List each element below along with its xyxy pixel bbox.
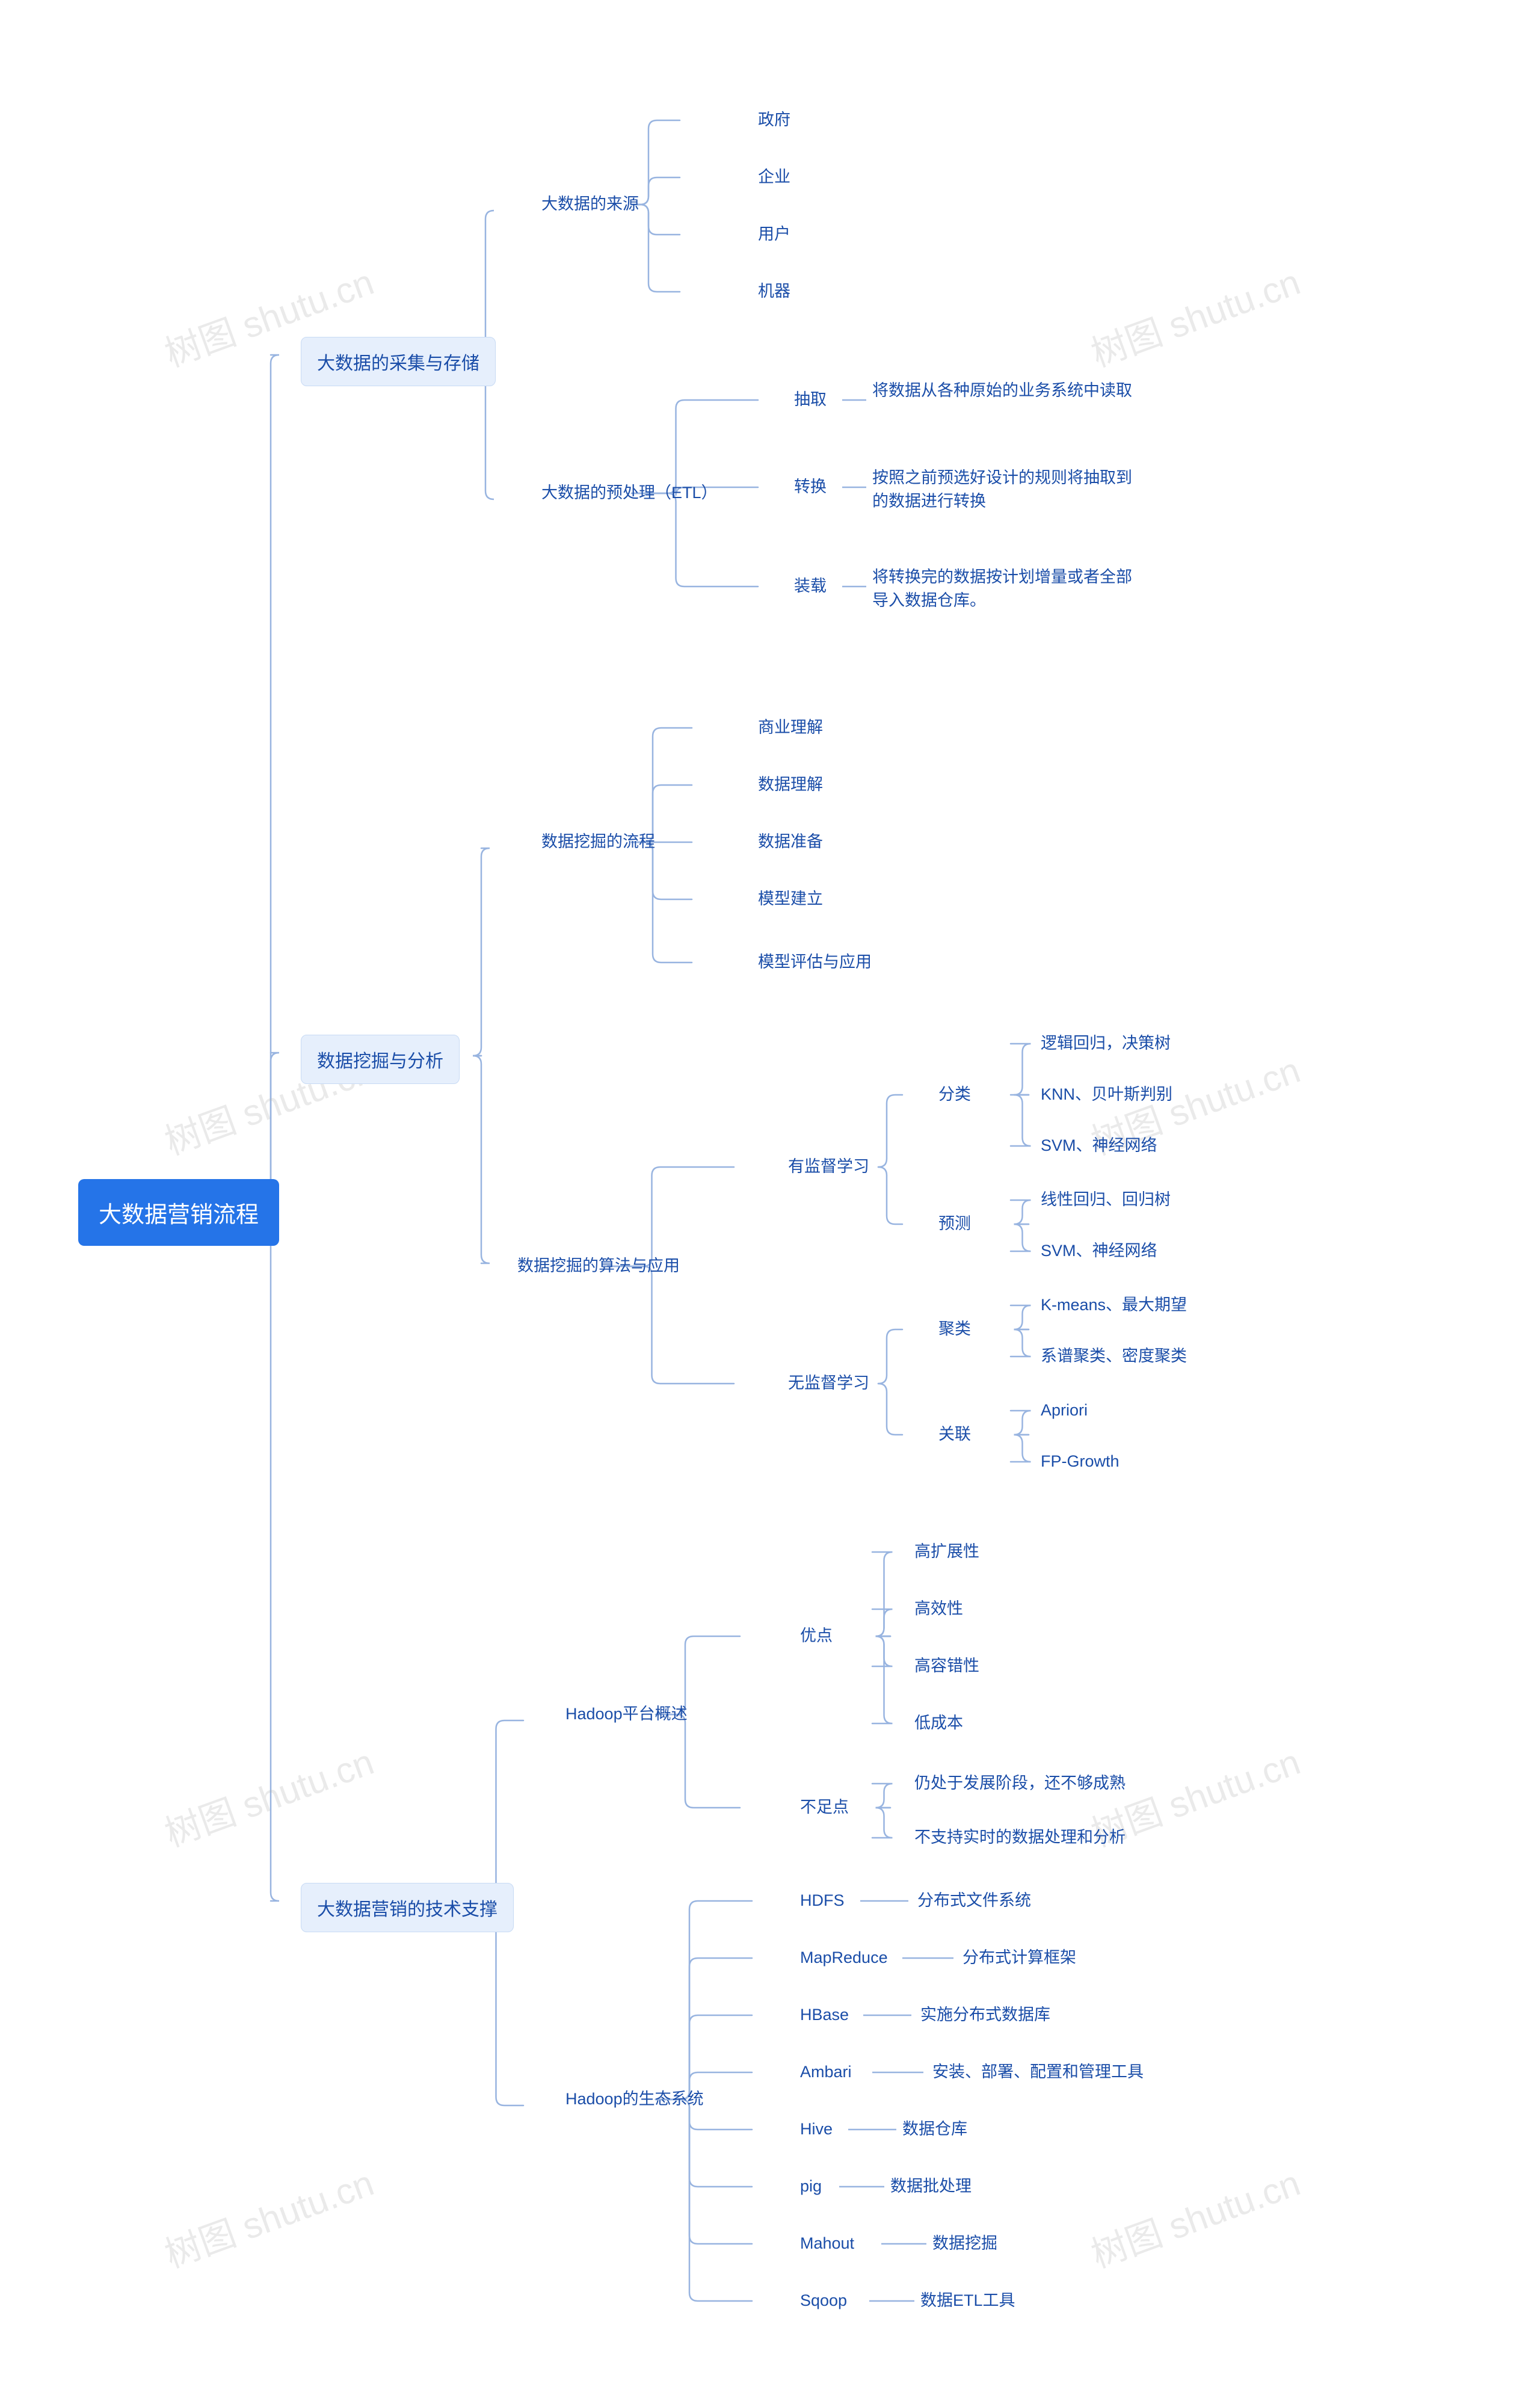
watermark: 树图 shutu.cn [156, 1733, 380, 1857]
desc-text: 将转换完的数据按计划增量或者全部导入数据仓库。 [872, 565, 1143, 612]
leaf-node: 分类 [938, 1083, 971, 1106]
leaf-node: Hadoop平台概述 [565, 1702, 688, 1726]
leaf-node: HDFS [800, 1889, 845, 1912]
desc-text: 安装、部署、配置和管理工具 [932, 2060, 1144, 2084]
desc-text: 数据挖掘 [932, 2232, 997, 2255]
leaf-node: 不支持实时的数据处理和分析 [914, 1826, 1126, 1849]
leaf-node: KNN、贝叶斯判别 [1041, 1083, 1172, 1106]
leaf-node: 模型评估与应用 [758, 950, 872, 974]
leaf-node: 数据挖掘的算法与应用 [517, 1254, 680, 1278]
leaf-node: 不足点 [800, 1796, 849, 1819]
leaf-node: 数据准备 [758, 830, 823, 854]
leaf-node: 高效性 [914, 1597, 963, 1621]
level1-node[interactable]: 数据挖掘与分析 [301, 1035, 460, 1084]
leaf-node: 预测 [938, 1212, 971, 1236]
leaf-node: 模型建立 [758, 887, 823, 911]
desc-text: 按照之前预选好设计的规则将抽取到的数据进行转换 [872, 466, 1143, 513]
leaf-node: Sqoop [800, 2289, 847, 2312]
leaf-node: SVM、神经网络 [1041, 1134, 1157, 1157]
leaf-node: 企业 [758, 165, 790, 189]
leaf-node: 有监督学习 [788, 1155, 869, 1178]
watermark: 树图 shutu.cn [156, 2154, 380, 2278]
leaf-node: 聚类 [938, 1317, 971, 1341]
leaf-node: 抽取 [794, 388, 827, 411]
leaf-node: 优点 [800, 1624, 833, 1648]
leaf-node: 用户 [758, 223, 790, 246]
leaf-node: 仍处于发展阶段，还不够成熟 [914, 1772, 1126, 1795]
leaf-node: 关联 [938, 1423, 971, 1446]
leaf-node: FP-Growth [1041, 1450, 1120, 1473]
watermark: 树图 shutu.cn [1083, 2154, 1306, 2278]
leaf-node: Ambari [800, 2060, 852, 2084]
leaf-node: 无监督学习 [788, 1372, 869, 1395]
leaf-node: 数据理解 [758, 773, 823, 796]
leaf-node: 高容错性 [914, 1654, 979, 1678]
leaf-node: 装载 [794, 574, 827, 598]
leaf-node: Apriori [1041, 1399, 1088, 1422]
desc-text: 数据仓库 [902, 2118, 967, 2141]
leaf-node: 转换 [794, 475, 827, 499]
leaf-node: 高扩展性 [914, 1540, 979, 1563]
level1-node[interactable]: 大数据营销的技术支撑 [301, 1883, 514, 1932]
leaf-node: 线性回归、回归树 [1041, 1188, 1171, 1212]
leaf-node: Hive [800, 2118, 833, 2141]
leaf-node: MapReduce [800, 1946, 888, 1970]
leaf-node: Hadoop的生态系统 [565, 2087, 704, 2111]
leaf-node: 数据挖掘的流程 [541, 830, 655, 854]
leaf-node: 机器 [758, 280, 790, 303]
leaf-node: 商业理解 [758, 716, 823, 739]
leaf-node: 逻辑回归，决策树 [1041, 1032, 1171, 1055]
leaf-node: 大数据的预处理（ETL） [541, 481, 718, 505]
leaf-node: SVM、神经网络 [1041, 1239, 1157, 1263]
leaf-node: 政府 [758, 108, 790, 132]
desc-text: 分布式文件系统 [917, 1889, 1031, 1912]
desc-text: 实施分布式数据库 [920, 2003, 1050, 2027]
desc-text: 分布式计算框架 [962, 1946, 1076, 1970]
desc-text: 数据ETL工具 [920, 2289, 1015, 2312]
leaf-node: 大数据的来源 [541, 192, 639, 216]
watermark: 树图 shutu.cn [1083, 253, 1306, 377]
desc-text: 将数据从各种原始的业务系统中读取 [872, 379, 1143, 402]
desc-text: 数据批处理 [890, 2175, 972, 2198]
leaf-node: 系谱聚类、密度聚类 [1041, 1344, 1187, 1368]
leaf-node: HBase [800, 2003, 849, 2027]
level1-node[interactable]: 大数据的采集与存储 [301, 337, 496, 386]
leaf-node: pig [800, 2175, 822, 2198]
leaf-node: K-means、最大期望 [1041, 1293, 1187, 1317]
leaf-node: Mahout [800, 2232, 854, 2255]
root-node[interactable]: 大数据营销流程 [78, 1179, 279, 1246]
leaf-node: 低成本 [914, 1711, 963, 1735]
